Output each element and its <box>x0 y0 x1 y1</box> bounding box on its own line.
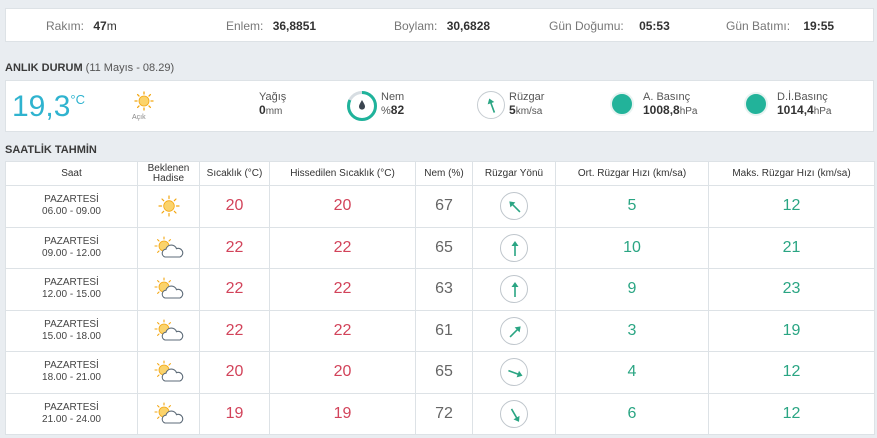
header-wind-dir: Rüzgar Yönü <box>472 161 556 186</box>
condition-label: Açık <box>132 114 146 121</box>
feels-like-cell: 20 <box>269 351 416 394</box>
wind-arrow-icon <box>500 275 528 304</box>
feels-like-cell: 22 <box>269 309 416 352</box>
wind-arrow-icon <box>500 192 528 221</box>
partly-cloudy-icon <box>138 360 199 384</box>
partly-cloudy-icon <box>138 277 199 301</box>
wind-direction-cell <box>472 392 556 435</box>
header-condition: Beklenen Hadise <box>137 161 200 186</box>
wind-direction-cell <box>472 351 556 394</box>
max-wind-cell: 23 <box>708 268 875 311</box>
time-cell: PAZARTESİ 09.00 - 12.00 <box>5 226 138 269</box>
pressure-metric: A. Basınç 1008,8hPa <box>643 91 698 117</box>
humidity-metric: Nem %82 <box>381 91 405 117</box>
humidity-cell: 65 <box>415 351 473 394</box>
avg-wind-cell: 6 <box>555 392 709 435</box>
temperature-cell: 20 <box>199 351 270 394</box>
wind-direction-cell <box>472 309 556 352</box>
header-max-wind: Maks. Rüzgar Hızı (km/sa) <box>708 161 875 186</box>
avg-wind-cell: 10 <box>555 226 709 269</box>
condition-cell <box>137 351 200 394</box>
sun-icon <box>134 91 154 111</box>
time-cell: PAZARTESİ 18.00 - 21.00 <box>5 351 138 394</box>
time-cell: PAZARTESİ 12.00 - 15.00 <box>5 268 138 311</box>
time-cell: PAZARTESİ 21.00 - 24.00 <box>5 392 138 435</box>
avg-wind-cell: 3 <box>555 309 709 352</box>
temperature-cell: 19 <box>199 392 270 435</box>
max-wind-cell: 19 <box>708 309 875 352</box>
hourly-section-title: SAATLİK TAHMİN <box>5 144 97 156</box>
humidity-cell: 63 <box>415 268 473 311</box>
longitude: Boylam: 30,6828 <box>394 19 491 33</box>
altitude: Rakım: 47m <box>46 19 117 33</box>
max-wind-cell: 12 <box>708 351 875 394</box>
avg-wind-cell: 5 <box>555 185 709 228</box>
condition-cell <box>137 226 200 269</box>
current-temperature: 19,3°C <box>12 90 85 123</box>
table-header-row: Saat Beklenen Hadise Sıcaklık (°C) Hissed… <box>5 161 875 186</box>
current-section-title: ANLIK DURUM (11 Mayıs - 08.29) <box>5 62 175 74</box>
feels-like-cell: 22 <box>269 268 416 311</box>
table-row: PAZARTESİ 18.00 - 21.00 20 20 65 4 12 <box>5 351 875 394</box>
partly-cloudy-icon <box>138 402 199 426</box>
time-cell: PAZARTESİ 06.00 - 09.00 <box>5 185 138 228</box>
condition-cell <box>137 392 200 435</box>
table-row: PAZARTESİ 15.00 - 18.00 22 22 61 3 19 <box>5 309 875 352</box>
condition-cell <box>137 185 200 228</box>
temperature-cell: 22 <box>199 268 270 311</box>
hourly-forecast-table: Saat Beklenen Hadise Sıcaklık (°C) Hissed… <box>5 161 875 435</box>
humidity-cell: 65 <box>415 226 473 269</box>
wind-arrow-icon <box>500 233 528 262</box>
latitude: Enlem: 36,8851 <box>226 19 317 33</box>
avg-wind-cell: 4 <box>555 351 709 394</box>
humidity-ring-icon <box>347 91 377 121</box>
sun-icon <box>138 195 199 217</box>
wind-arrow-icon <box>500 316 528 345</box>
header-feels: Hissedilen Sıcaklık (°C) <box>269 161 416 186</box>
header-humidity: Nem (%) <box>415 161 473 186</box>
wind-metric: Rüzgar 5km/sa <box>509 91 545 117</box>
sunrise: Gün Doğumu: 05:53 <box>549 19 670 33</box>
table-row: PAZARTESİ 06.00 - 09.00 20 20 67 5 12 <box>5 185 875 228</box>
partly-cloudy-icon <box>138 319 199 343</box>
humidity-cell: 67 <box>415 185 473 228</box>
wind-arrow-icon <box>500 358 528 387</box>
sea-pressure-metric: D.İ.Basınç 1014,4hPa <box>777 91 832 117</box>
humidity-cell: 61 <box>415 309 473 352</box>
wind-direction-cell <box>472 268 556 311</box>
max-wind-cell: 12 <box>708 392 875 435</box>
temperature-cell: 20 <box>199 185 270 228</box>
rain-metric: Yağış 0mm <box>259 91 287 117</box>
table-row: PAZARTESİ 09.00 - 12.00 22 22 65 10 21 <box>5 226 875 269</box>
table-row: PAZARTESİ 12.00 - 15.00 22 22 63 9 23 <box>5 268 875 311</box>
location-info-bar: Rakım: 47m Enlem: 36,8851 Boylam: 30,682… <box>5 8 874 42</box>
header-time: Saat <box>5 161 138 186</box>
sea-pressure-dot-icon <box>744 92 768 116</box>
header-temp: Sıcaklık (°C) <box>199 161 270 186</box>
condition-cell <box>137 268 200 311</box>
wind-direction-cell <box>472 226 556 269</box>
current-conditions-panel: 19,3°C Açık Yağış 0mm Nem %82 Rüzgar <box>5 80 874 132</box>
time-cell: PAZARTESİ 15.00 - 18.00 <box>5 309 138 352</box>
header-avg-wind: Ort. Rüzgar Hızı (km/sa) <box>555 161 709 186</box>
pressure-dot-icon <box>610 92 634 116</box>
table-row: PAZARTESİ 21.00 - 24.00 19 19 72 6 12 <box>5 392 875 435</box>
partly-cloudy-icon <box>138 236 199 260</box>
feels-like-cell: 20 <box>269 185 416 228</box>
wind-arrow-icon <box>500 399 528 428</box>
temperature-cell: 22 <box>199 226 270 269</box>
wind-direction-cell <box>472 185 556 228</box>
sunset: Gün Batımı: 19:55 <box>726 19 835 33</box>
condition-cell <box>137 309 200 352</box>
avg-wind-cell: 9 <box>555 268 709 311</box>
feels-like-cell: 22 <box>269 226 416 269</box>
temperature-cell: 22 <box>199 309 270 352</box>
max-wind-cell: 12 <box>708 185 875 228</box>
max-wind-cell: 21 <box>708 226 875 269</box>
feels-like-cell: 19 <box>269 392 416 435</box>
wind-direction-icon <box>477 91 505 119</box>
humidity-cell: 72 <box>415 392 473 435</box>
